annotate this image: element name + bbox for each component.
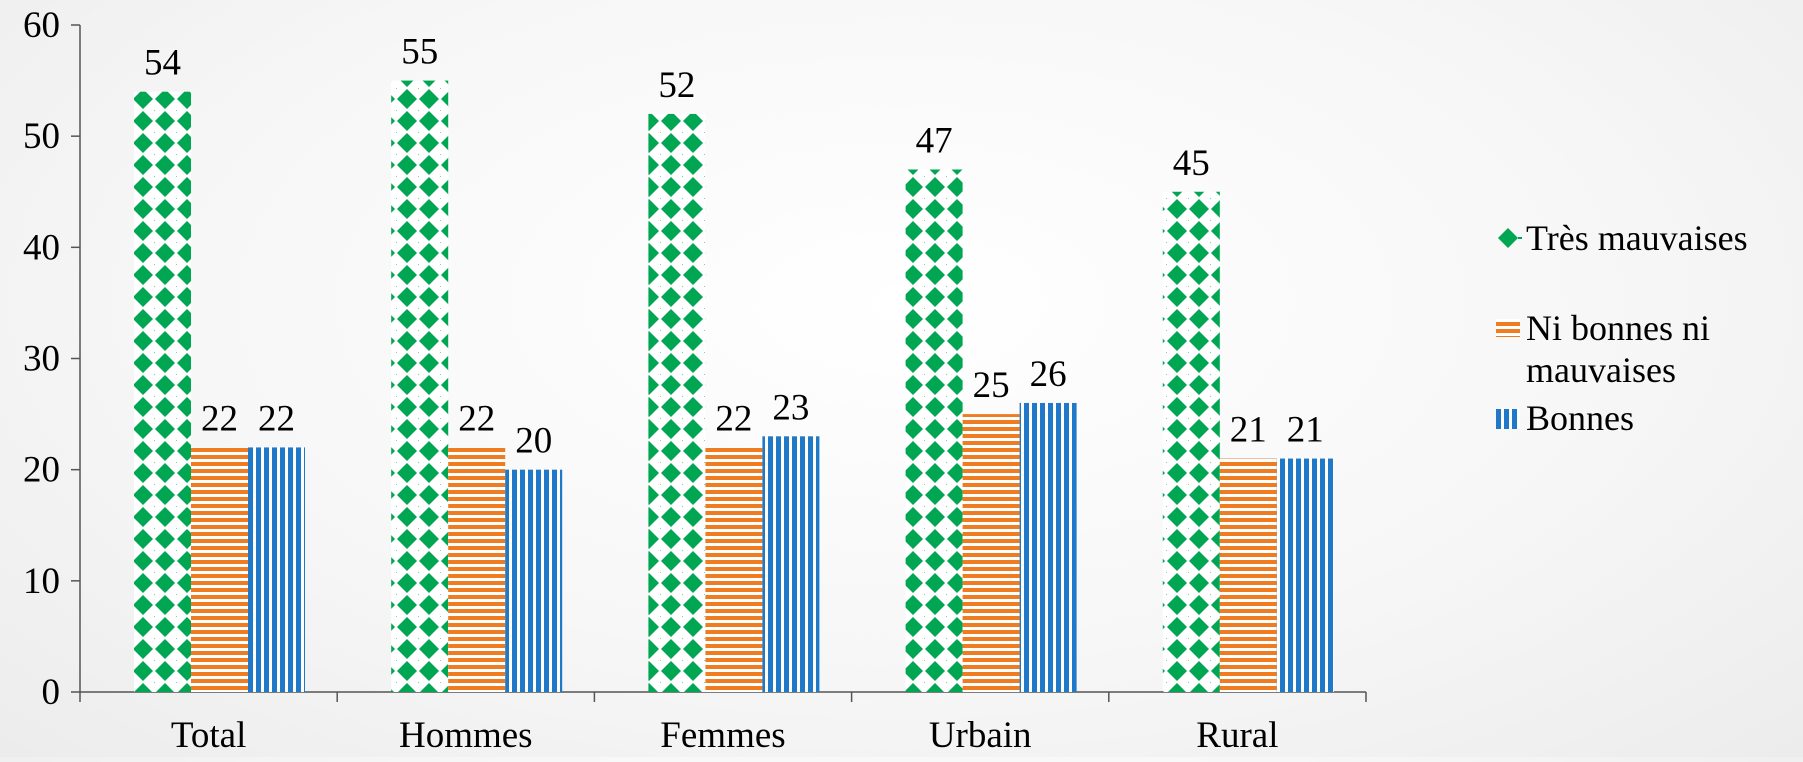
legend-item: Bonnes (1496, 398, 1634, 438)
legend-item: Très mauvaises (1498, 218, 1748, 258)
data-label: 22 (201, 398, 238, 439)
bar (505, 469, 563, 692)
data-label: 23 (772, 387, 809, 428)
bar (1162, 191, 1220, 692)
data-label: 47 (916, 121, 953, 162)
bar (1019, 402, 1077, 692)
x-category-label: Total (171, 715, 247, 756)
x-category-label: Urbain (929, 715, 1032, 756)
y-tick-label: 20 (23, 450, 60, 491)
legend-label: Très mauvaises (1526, 218, 1748, 258)
legend-swatch-vstripe-icon (1496, 409, 1520, 429)
data-label: 54 (144, 43, 181, 84)
legend-label: Bonnes (1526, 398, 1634, 438)
x-category-label: Hommes (399, 715, 533, 756)
y-tick-label: 40 (23, 227, 60, 268)
bar (134, 91, 191, 692)
legend-swatch-hstripe-icon (1496, 319, 1520, 337)
data-label: 52 (658, 65, 695, 106)
x-category-label: Rural (1196, 715, 1278, 756)
data-label: 20 (515, 421, 552, 462)
data-label: 25 (973, 365, 1010, 406)
data-label: 22 (715, 398, 752, 439)
y-tick-label: 60 (23, 5, 60, 46)
y-tick-label: 0 (42, 672, 61, 713)
data-label: 55 (401, 32, 438, 73)
data-label: 21 (1230, 410, 1267, 451)
data-label: 22 (458, 398, 495, 439)
bar (191, 447, 248, 692)
legend-swatch-diamond-icon (1498, 228, 1518, 248)
bar (1276, 458, 1334, 692)
legend-label: Ni bonnes ni (1526, 308, 1710, 348)
data-label: 21 (1287, 410, 1324, 451)
data-label: 22 (258, 398, 295, 439)
bar (648, 113, 706, 692)
bar (248, 447, 305, 692)
y-tick-label: 10 (23, 561, 60, 602)
bar (705, 447, 763, 692)
legend-label: mauvaises (1526, 350, 1676, 390)
data-label: 26 (1030, 354, 1067, 395)
y-tick-label: 50 (23, 116, 60, 157)
bar (762, 436, 820, 692)
data-label: 45 (1173, 143, 1210, 184)
y-tick-label: 30 (23, 339, 60, 380)
bar (1219, 458, 1277, 692)
bar (448, 447, 506, 692)
bar (391, 80, 449, 693)
bar (962, 414, 1020, 692)
bar (905, 169, 963, 692)
x-category-label: Femmes (660, 715, 785, 756)
